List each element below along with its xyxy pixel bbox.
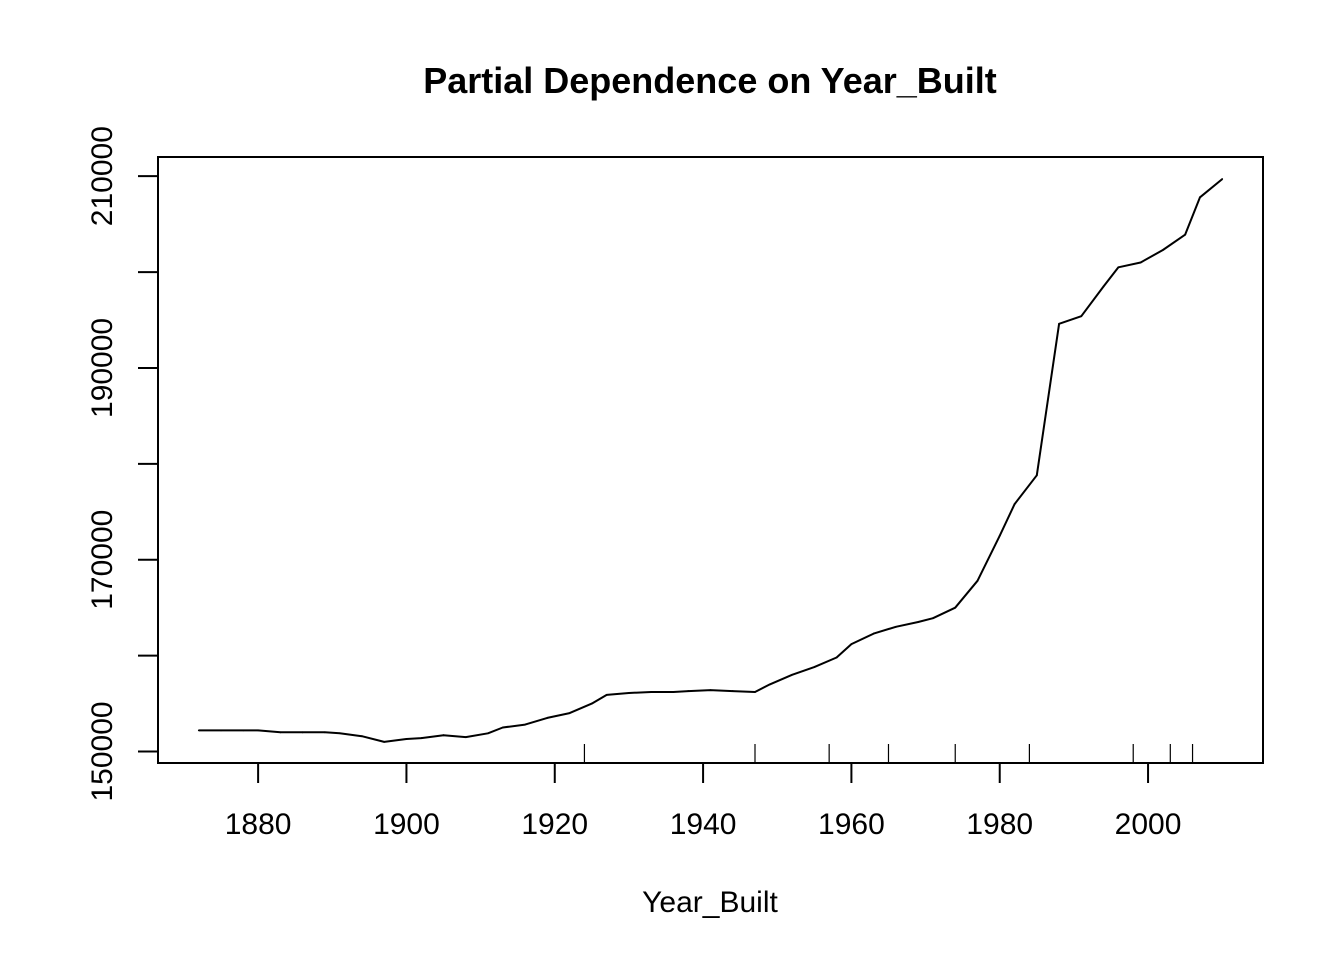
data-point-1883 xyxy=(279,731,282,734)
data-point-1878 xyxy=(242,729,245,732)
data-point-1933 xyxy=(650,691,653,693)
data-point-1911 xyxy=(487,732,489,735)
data-point-1977 xyxy=(976,579,979,582)
data-point-1900 xyxy=(405,738,408,740)
data-point-1966 xyxy=(895,625,897,628)
data-point-1880 xyxy=(257,729,260,732)
data-point-1982 xyxy=(1013,503,1016,506)
data-point-1947 xyxy=(754,691,756,693)
data-point-1919 xyxy=(546,717,549,719)
data-point-1996 xyxy=(1117,266,1120,269)
rug-marks xyxy=(583,744,1194,763)
x-axis-label: Year_Built xyxy=(642,886,778,919)
data-point-1958 xyxy=(835,656,838,659)
data-point-1988 xyxy=(1058,322,1060,325)
data-point-1925 xyxy=(590,702,593,705)
x-axis: 1880 1900 1920 1940 1960 1980 2000 xyxy=(225,762,1182,841)
data-point-1889 xyxy=(323,731,326,734)
data-point-1927 xyxy=(605,694,608,696)
data-point-1872 xyxy=(197,729,200,732)
data-point-1980 xyxy=(998,534,1001,537)
y-tick-label-210000: 210000 xyxy=(86,126,119,226)
data-point-1938 xyxy=(687,690,690,692)
x-tick-label-1940: 1940 xyxy=(670,808,737,841)
data-point-1994 xyxy=(1102,285,1105,288)
plot-frame xyxy=(157,156,1264,764)
x-tick-label-1960: 1960 xyxy=(818,808,885,841)
y-tick-label-170000: 170000 xyxy=(86,510,119,610)
data-point-1963 xyxy=(872,632,875,635)
data-point-1941 xyxy=(709,689,712,692)
data-point-1908 xyxy=(464,736,467,739)
data-point-1936 xyxy=(672,691,675,693)
data-point-1913 xyxy=(501,726,504,729)
data-point-1891 xyxy=(338,732,341,735)
x-tick-label-1900: 1900 xyxy=(373,808,440,841)
data-point-2007 xyxy=(1199,196,1201,199)
data-point-2010 xyxy=(1221,178,1224,180)
data-point-1905 xyxy=(442,734,445,737)
data-point-1955 xyxy=(813,666,816,669)
data-point-1902 xyxy=(420,737,423,739)
data-point-1985 xyxy=(1035,474,1038,477)
series-layer xyxy=(197,178,1224,743)
data-point-1930 xyxy=(628,692,630,694)
x-tick-label-1880: 1880 xyxy=(225,808,292,841)
data-point-1952 xyxy=(791,673,793,676)
data-point-1894 xyxy=(361,735,363,738)
data-point-1960 xyxy=(850,643,853,646)
data-point-1949 xyxy=(768,683,771,686)
chart-title: Partial Dependence on Year_Built xyxy=(423,60,997,101)
data-point-1944 xyxy=(731,690,734,692)
x-tick-label-2000: 2000 xyxy=(1115,808,1182,841)
data-point-1969 xyxy=(917,621,920,623)
y-tick-label-190000: 190000 xyxy=(86,318,119,418)
data-point-1971 xyxy=(932,617,934,620)
series-line xyxy=(198,178,1223,743)
data-point-1897 xyxy=(383,741,386,743)
data-point-2002 xyxy=(1161,249,1164,251)
x-tick-label-1980: 1980 xyxy=(966,808,1033,841)
x-tick-label-1920: 1920 xyxy=(521,808,588,841)
data-point-1916 xyxy=(524,723,526,726)
data-point-1875 xyxy=(220,729,222,732)
data-point-1999 xyxy=(1139,261,1142,264)
data-point-1974 xyxy=(954,606,957,609)
data-point-2005 xyxy=(1184,233,1187,236)
y-tick-label-150000: 150000 xyxy=(86,701,119,801)
y-axis: 150000 170000 190000 210000 xyxy=(86,126,159,802)
data-point-1991 xyxy=(1080,315,1083,318)
data-point-1886 xyxy=(301,731,304,734)
data-point-1922 xyxy=(568,712,571,715)
